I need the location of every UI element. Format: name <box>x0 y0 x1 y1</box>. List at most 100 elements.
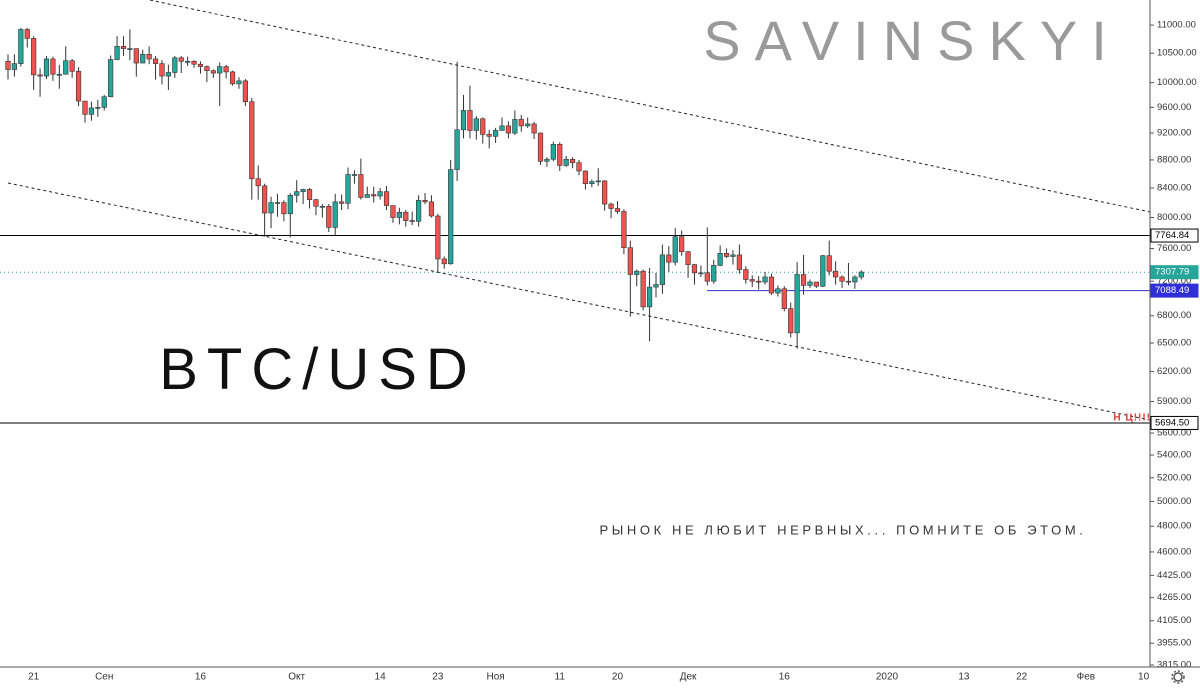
candle-body <box>383 191 390 206</box>
y-tick-label: 8400.00 <box>1157 183 1191 194</box>
price-level-tag <box>1150 415 1199 430</box>
x-tick-label: 13 <box>958 672 970 683</box>
y-tick-label: 6800.00 <box>1157 310 1191 321</box>
brand: SAVINSKYI <box>703 9 1121 72</box>
candle-body <box>101 96 107 108</box>
candle-body <box>653 284 659 288</box>
candle-body <box>569 158 576 163</box>
annotation: РЫНОК НЕ ЛЮБИТ НЕРВНЫХ... ПОМНИТЕ ОБ ЭТО… <box>600 522 1087 537</box>
candle-body <box>114 46 120 60</box>
candle-body <box>659 254 666 285</box>
candle-body <box>300 189 306 192</box>
candle-body <box>839 276 845 282</box>
candle-body <box>486 134 492 137</box>
candle-body <box>428 201 435 217</box>
y-tick-label: 8800.00 <box>1157 154 1191 165</box>
candle-body <box>11 63 18 70</box>
x-tick-label: Ноя <box>486 672 504 683</box>
x-tick-label: 10 <box>1138 672 1150 683</box>
candle-body <box>576 162 582 172</box>
candle-body <box>826 255 832 272</box>
candle-body <box>858 271 864 278</box>
candle-body <box>332 201 338 228</box>
candle-body <box>679 236 685 253</box>
x-tick-label: 14 <box>375 672 387 683</box>
candle-body <box>563 158 569 166</box>
y-tick-label: 5900.00 <box>1157 396 1191 407</box>
x-tick-label: Сен <box>95 672 113 683</box>
y-tick-label: 7200.00 <box>1157 276 1191 287</box>
candle-body <box>621 211 627 249</box>
candle-body <box>435 215 441 260</box>
candle-body <box>319 205 325 208</box>
candle-body <box>614 208 621 212</box>
candle-body <box>313 199 319 207</box>
price-level-label: 7764.84 <box>1155 230 1189 241</box>
candle-body <box>31 38 37 76</box>
price-level-label: 7307.79 <box>1155 267 1189 278</box>
candle-body <box>223 66 229 73</box>
candle-body <box>127 48 133 50</box>
candle-body <box>152 58 159 64</box>
candle-body <box>557 144 563 166</box>
candle-body <box>499 125 505 131</box>
candle-body <box>268 202 274 214</box>
candle-body <box>698 272 704 275</box>
candle-body <box>108 59 114 98</box>
candle-body <box>95 107 101 109</box>
x-tick-label: Окт <box>288 672 305 683</box>
candle-body <box>197 63 204 67</box>
x-tick-label: 16 <box>195 672 207 683</box>
candle-body <box>756 280 762 283</box>
candle-body <box>24 29 30 39</box>
candle-body <box>165 72 171 77</box>
candle-body <box>358 174 364 198</box>
y-tick-label: 6200.00 <box>1157 366 1191 377</box>
y-tick-label: 4265.00 <box>1157 592 1191 603</box>
candle-body <box>50 58 56 75</box>
gear-ring[interactable] <box>1173 672 1183 682</box>
candle-body <box>473 118 479 131</box>
candle-body <box>582 170 589 185</box>
candle-body <box>242 80 248 102</box>
marks <box>0 27 1150 424</box>
candle-body <box>820 255 826 287</box>
price-level-tag <box>1150 228 1199 243</box>
candle-body <box>460 110 467 131</box>
candle-body <box>140 54 146 64</box>
candle-body <box>608 203 614 209</box>
candle-body <box>807 281 813 286</box>
y-tick-label: 4800.00 <box>1157 521 1191 532</box>
candle-body <box>762 276 768 283</box>
candle-body <box>602 180 608 205</box>
candle-body <box>403 211 409 221</box>
y-tick-label: 3955.00 <box>1157 638 1191 649</box>
candle-body <box>775 288 781 294</box>
candle-body <box>249 101 255 180</box>
candle-body <box>441 258 447 265</box>
y-tick-label: 9200.00 <box>1157 128 1191 139</box>
x-tick-label: 2020 <box>876 672 899 683</box>
settings-icon[interactable] <box>1171 670 1185 684</box>
candle-body <box>467 110 473 131</box>
channel-upper <box>149 0 1151 213</box>
y-tick-label: 3815.00 <box>1157 660 1191 671</box>
candle-body <box>281 202 287 215</box>
gear-teeth[interactable] <box>1171 670 1185 684</box>
candle-body <box>159 63 165 77</box>
y-tick-label: 5200.00 <box>1157 472 1191 483</box>
candle-body <box>550 144 556 160</box>
candle-body <box>743 269 749 280</box>
candle-body <box>595 180 601 183</box>
chart-title: BTC/USD <box>159 337 477 402</box>
channel-lower <box>7 182 1151 421</box>
candle-body <box>255 178 261 187</box>
candle-body <box>43 58 50 77</box>
marker-text: Н Ц!!!! <box>1113 413 1151 424</box>
candle-body <box>345 174 351 204</box>
candle-body <box>82 100 88 115</box>
y-tick-label: 6500.00 <box>1157 338 1191 349</box>
x-tick-label: Фев <box>1077 672 1095 683</box>
candle-body <box>627 247 633 275</box>
